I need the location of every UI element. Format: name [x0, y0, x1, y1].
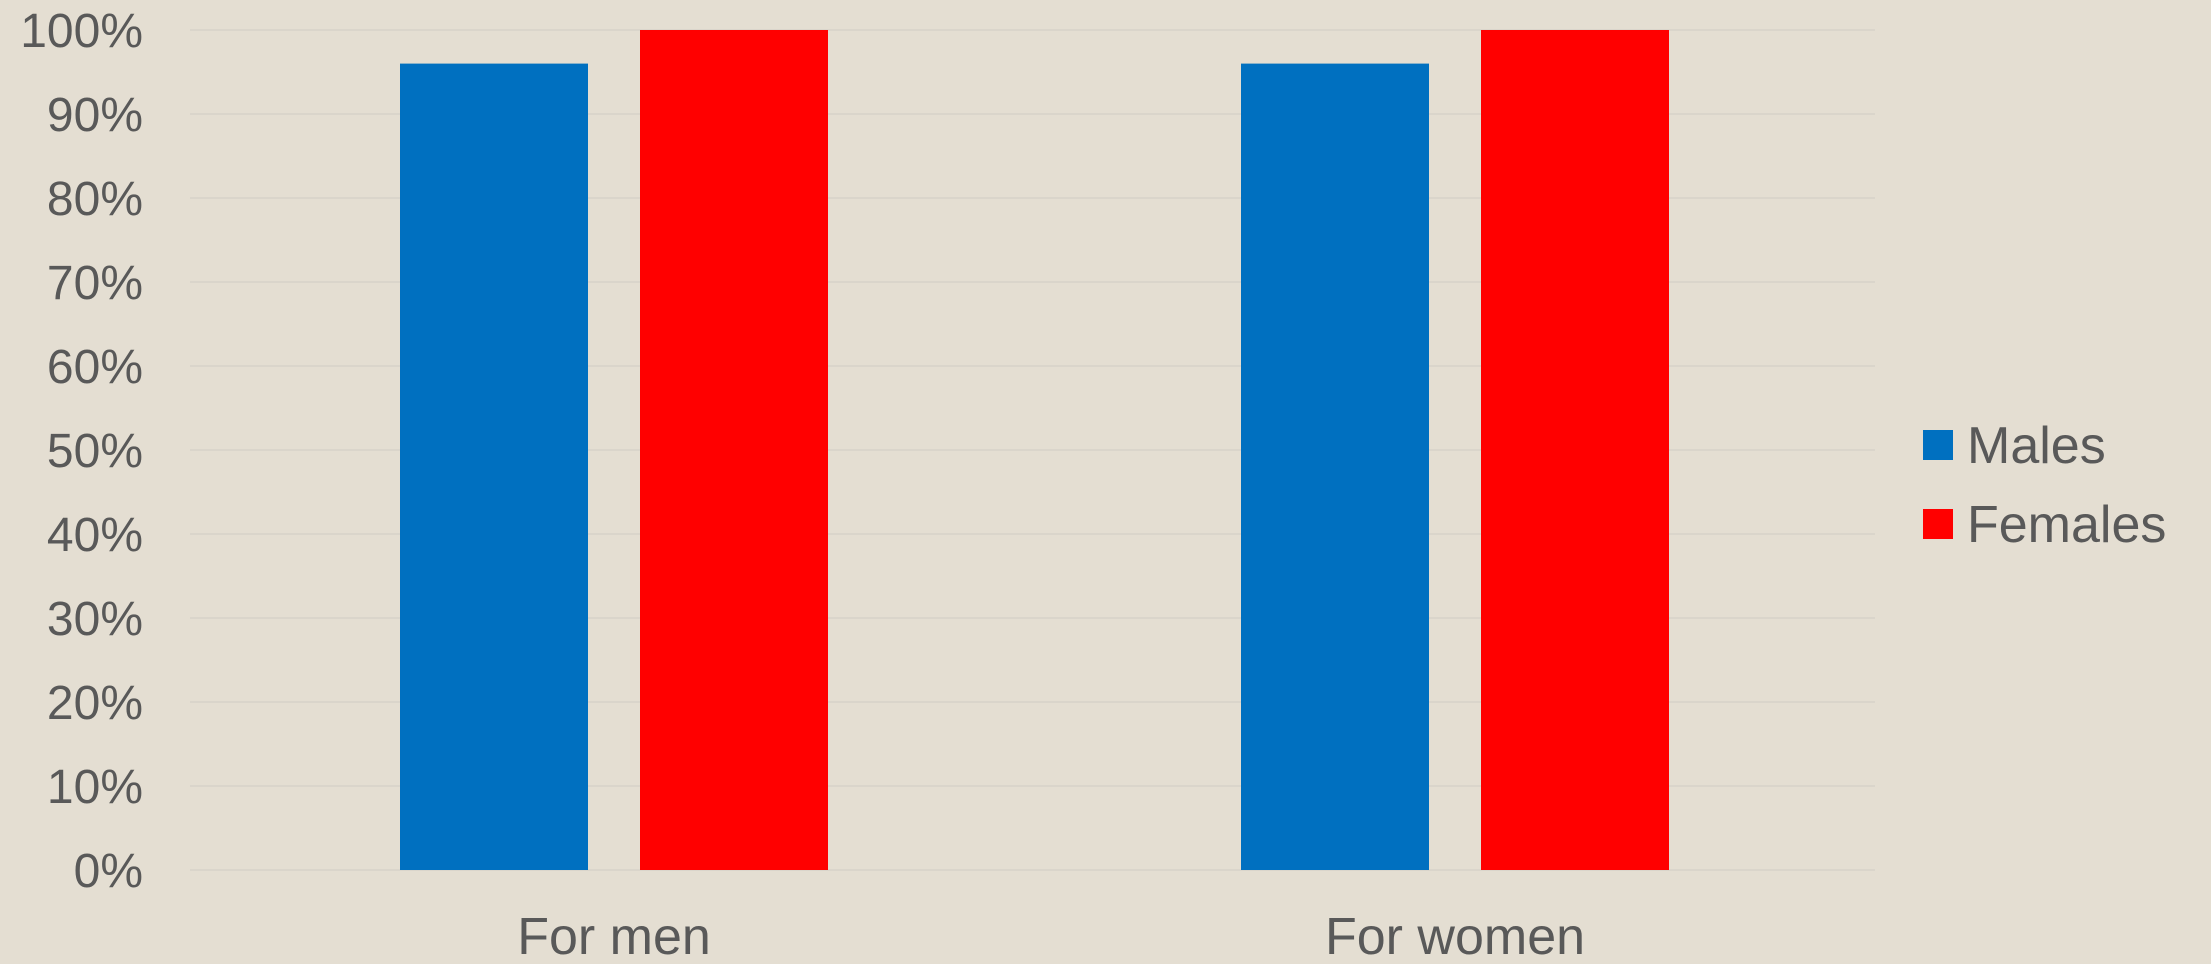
legend-label-males: Males [1967, 417, 2106, 475]
x-category-label: For men [517, 908, 711, 964]
x-axis: For men For women [517, 908, 1585, 964]
y-tick-label: 0% [74, 845, 143, 898]
y-tick-label: 20% [47, 677, 143, 730]
y-tick-label: 100% [20, 5, 143, 58]
y-tick-label: 10% [47, 761, 143, 814]
bar-females-1 [640, 30, 828, 870]
x-category-label: For women [1325, 908, 1585, 964]
y-tick-label: 50% [47, 425, 143, 478]
bar-males-2 [1241, 63, 1429, 871]
legend: Males Females [1923, 417, 2166, 554]
bars [400, 30, 1669, 871]
legend-label-females: Females [1967, 496, 2166, 554]
bar-females-2 [1481, 30, 1669, 870]
y-axis: 0% 10% 20% 30% 40% 50% 60% 70% 80% 90% 100% [20, 5, 143, 898]
y-tick-label: 80% [47, 173, 143, 226]
y-tick-label: 70% [47, 257, 143, 310]
y-tick-label: 60% [47, 341, 143, 394]
legend-swatch-males [1923, 430, 1953, 460]
legend-swatch-females [1923, 509, 1953, 539]
y-tick-label: 90% [47, 89, 143, 142]
y-tick-label: 30% [47, 593, 143, 646]
y-tick-label: 40% [47, 509, 143, 562]
bar-males-1 [400, 63, 588, 871]
